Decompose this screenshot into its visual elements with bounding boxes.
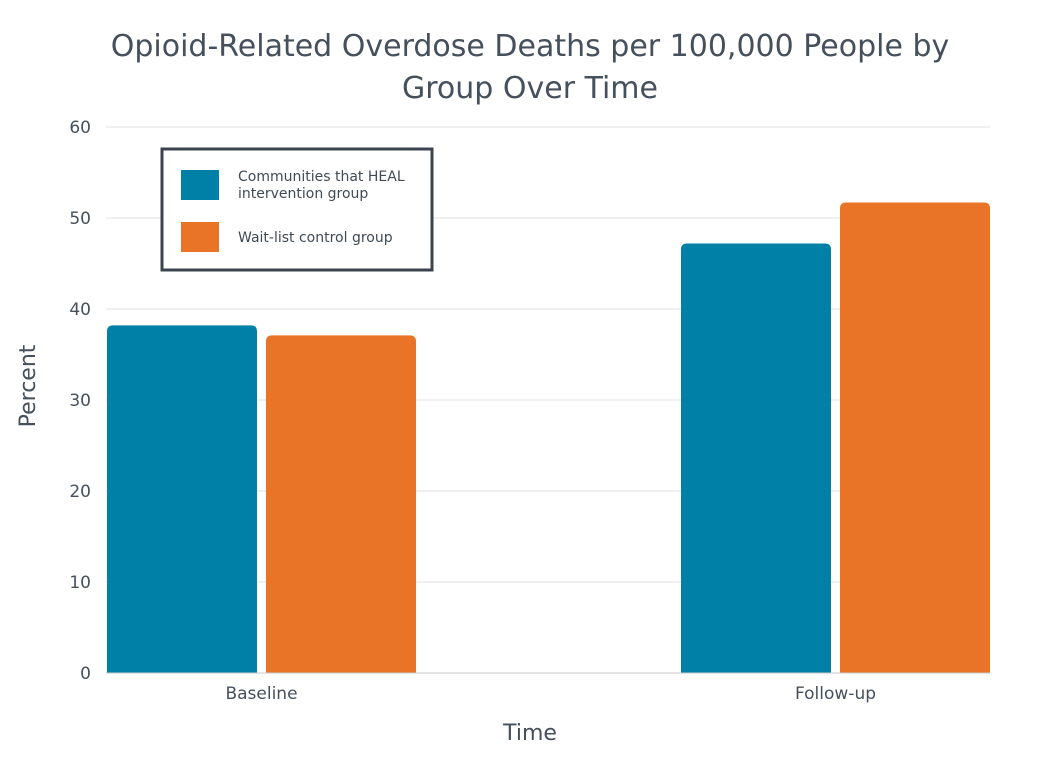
chart-title-line-2: Group Over Time bbox=[402, 71, 658, 106]
legend: Communities that HEAL intervention group… bbox=[160, 147, 434, 272]
legend-label-intervention-line-1: Communities that HEAL bbox=[238, 169, 405, 185]
y-tick-label: 0 bbox=[80, 664, 91, 684]
chart-title: Opioid-Related Overdose Deaths per 100,0… bbox=[111, 29, 950, 106]
y-axis-ticks: 0 10 20 30 40 50 60 bbox=[69, 118, 91, 684]
legend-label-intervention-line-2: intervention group bbox=[238, 186, 368, 202]
bar-follow-up-series-0 bbox=[681, 243, 831, 674]
y-tick-label: 60 bbox=[69, 118, 91, 138]
y-axis-title: Percent bbox=[16, 344, 41, 427]
bar-baseline-series-1 bbox=[266, 335, 416, 673]
x-tick-label: Baseline bbox=[225, 684, 297, 704]
chart-title-line-1: Opioid-Related Overdose Deaths per 100,0… bbox=[111, 29, 950, 64]
legend-swatch-control bbox=[181, 222, 219, 252]
y-tick-label: 20 bbox=[69, 482, 91, 502]
y-tick-label: 50 bbox=[69, 209, 91, 229]
x-tick-label: Follow-up bbox=[795, 684, 876, 704]
y-tick-label: 40 bbox=[69, 300, 91, 320]
legend-label-control: Wait-list control group bbox=[238, 230, 393, 246]
x-axis-ticks: Baseline Follow-up bbox=[225, 684, 876, 704]
y-tick-label: 30 bbox=[69, 391, 91, 411]
x-axis-title: Time bbox=[502, 721, 557, 746]
legend-swatch-intervention bbox=[181, 170, 219, 200]
bar-follow-up-series-1 bbox=[840, 202, 990, 673]
bars bbox=[107, 202, 990, 674]
bar-baseline-series-0 bbox=[107, 325, 257, 673]
y-tick-label: 10 bbox=[69, 573, 91, 593]
